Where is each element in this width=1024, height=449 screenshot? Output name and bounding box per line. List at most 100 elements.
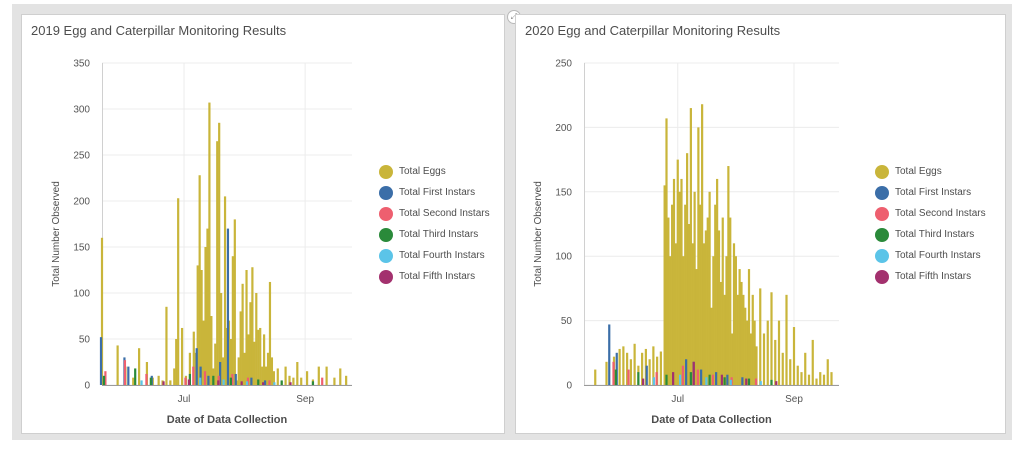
bar-total-eggs[interactable] — [641, 352, 644, 385]
bar-total-fifth-instars[interactable] — [745, 378, 748, 385]
bar-total-first-instars[interactable] — [741, 377, 744, 385]
bar-total-fourth-instars[interactable] — [729, 379, 732, 385]
bar-total-eggs[interactable] — [325, 366, 328, 385]
bar-total-eggs[interactable] — [725, 256, 728, 385]
bar-total-second-instars[interactable] — [612, 361, 615, 385]
bar-total-eggs[interactable] — [192, 331, 195, 385]
bar-total-eggs[interactable] — [684, 204, 687, 385]
bar-total-eggs[interactable] — [702, 243, 706, 385]
bar-total-eggs[interactable] — [253, 341, 256, 385]
legend-item-total-second-instars[interactable]: Total Second Instars — [379, 207, 504, 221]
bar-total-eggs[interactable] — [264, 366, 268, 385]
bar-total-eggs[interactable] — [751, 294, 754, 385]
bar-total-fourth-instars[interactable] — [140, 380, 143, 385]
bar-total-eggs[interactable] — [659, 351, 662, 385]
bar-total-second-instars[interactable] — [268, 380, 271, 385]
bar-total-eggs[interactable] — [811, 339, 814, 385]
legend-item-total-third-instars[interactable]: Total Third Instars — [875, 228, 1000, 242]
bar-total-eggs[interactable] — [648, 359, 651, 385]
bar-total-first-instars[interactable] — [608, 324, 611, 385]
bar-total-first-instars[interactable] — [234, 373, 237, 385]
bar-total-eggs[interactable] — [157, 375, 160, 385]
bar-total-eggs[interactable] — [719, 281, 722, 385]
bar-total-fifth-instars[interactable] — [240, 381, 243, 385]
bar-total-fourth-instars[interactable] — [245, 381, 249, 385]
bar-total-fifth-instars[interactable] — [187, 379, 191, 385]
bar-total-eggs[interactable] — [605, 361, 608, 385]
bar-total-eggs[interactable] — [669, 256, 672, 385]
bar-total-eggs[interactable] — [652, 346, 655, 385]
bar-total-eggs[interactable] — [276, 368, 279, 385]
bar-total-eggs[interactable] — [204, 247, 207, 385]
bar-total-fifth-instars[interactable] — [289, 382, 292, 385]
bar-total-first-instars[interactable] — [127, 366, 130, 385]
bar-total-third-instars[interactable] — [747, 378, 751, 385]
bar-total-eggs[interactable] — [296, 362, 299, 385]
legend-item-total-eggs[interactable]: Total Eggs — [875, 165, 1000, 179]
bar-total-eggs[interactable] — [214, 343, 217, 385]
bar-total-third-instars[interactable] — [689, 372, 692, 385]
bar-total-eggs[interactable] — [165, 306, 168, 385]
bar-total-eggs[interactable] — [257, 329, 260, 385]
bar-total-eggs[interactable] — [272, 371, 275, 385]
bar-total-third-instars[interactable] — [614, 369, 617, 385]
bar-total-eggs[interactable] — [618, 348, 621, 385]
bar-total-eggs[interactable] — [116, 345, 119, 385]
bar-total-second-instars[interactable] — [145, 373, 148, 385]
bar-total-fifth-instars[interactable] — [775, 381, 778, 385]
bar-total-eggs[interactable] — [796, 365, 799, 385]
bar-total-third-instars[interactable] — [257, 379, 260, 385]
bar-total-eggs[interactable] — [210, 316, 213, 385]
bar-total-eggs[interactable] — [819, 372, 822, 385]
bar-total-second-instars[interactable] — [192, 366, 195, 385]
bar-total-eggs[interactable] — [731, 333, 734, 385]
bar-total-third-instars[interactable] — [708, 374, 711, 385]
bar-total-eggs[interactable] — [755, 346, 758, 385]
bar-total-eggs[interactable] — [699, 204, 702, 385]
bar-total-eggs[interactable] — [220, 293, 223, 385]
bar-total-eggs[interactable] — [747, 269, 751, 385]
bar-total-eggs[interactable] — [727, 166, 730, 385]
bar-total-eggs[interactable] — [800, 372, 803, 385]
bar-total-eggs[interactable] — [202, 320, 205, 385]
bar-total-eggs[interactable] — [239, 311, 242, 385]
bar-total-eggs[interactable] — [345, 375, 348, 385]
legend-item-total-fourth-instars[interactable]: Total Fourth Instars — [379, 249, 504, 263]
bar-total-eggs[interactable] — [678, 191, 681, 385]
bar-total-eggs[interactable] — [749, 333, 752, 385]
bar-total-eggs[interactable] — [706, 217, 709, 385]
bar-total-fourth-instars[interactable] — [652, 377, 655, 385]
bar-total-eggs[interactable] — [674, 243, 677, 385]
bar-total-eggs[interactable] — [762, 333, 766, 385]
bar-total-fifth-instars[interactable] — [642, 378, 645, 385]
bar-total-second-instars[interactable] — [123, 360, 127, 385]
bar-total-eggs[interactable] — [196, 265, 199, 385]
bar-total-eggs[interactable] — [729, 217, 732, 385]
bar-total-eggs[interactable] — [687, 224, 691, 385]
bar-total-fourth-instars[interactable] — [273, 382, 276, 385]
legend-item-total-fourth-instars[interactable]: Total Fourth Instars — [875, 249, 1000, 263]
bar-total-eggs[interactable] — [245, 270, 248, 385]
bar-total-eggs[interactable] — [292, 377, 295, 385]
bar-total-eggs[interactable] — [633, 343, 636, 385]
bar-total-eggs[interactable] — [221, 357, 225, 385]
bar-total-first-instars[interactable] — [99, 337, 103, 385]
bar-total-eggs[interactable] — [759, 288, 762, 385]
bar-total-fifth-instars[interactable] — [262, 382, 265, 385]
bar-total-eggs[interactable] — [175, 339, 178, 385]
bar-total-eggs[interactable] — [766, 320, 769, 385]
legend-item-total-first-instars[interactable]: Total First Instars — [379, 186, 504, 200]
bar-total-third-instars[interactable] — [723, 377, 726, 385]
bar-total-eggs[interactable] — [807, 374, 811, 385]
bar-total-eggs[interactable] — [710, 307, 713, 385]
bar-total-eggs[interactable] — [237, 357, 240, 385]
bar-total-first-instars[interactable] — [263, 380, 267, 385]
bar-total-eggs[interactable] — [716, 178, 719, 385]
bar-total-fourth-instars[interactable] — [759, 381, 762, 385]
bar-total-eggs[interactable] — [785, 294, 788, 385]
bar-total-fifth-instars[interactable] — [162, 381, 165, 385]
bar-total-eggs[interactable] — [198, 175, 201, 385]
bar-total-eggs[interactable] — [746, 320, 749, 385]
bar-total-eggs[interactable] — [830, 372, 833, 385]
legend-item-total-eggs[interactable]: Total Eggs — [379, 165, 504, 179]
